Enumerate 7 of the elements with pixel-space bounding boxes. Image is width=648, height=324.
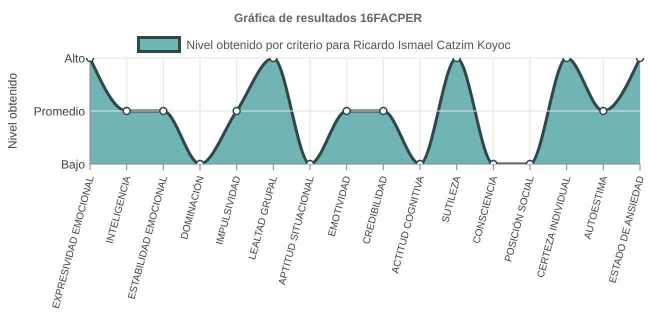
chart-title: Gráfica de resultados 16FACPER — [232, 10, 424, 27]
text: Alto — [64, 51, 86, 66]
y-axis-title: Nivel obtenido — [5, 72, 20, 150]
legend-label: Nivel obtenido por criterio para Ricardo Ismael Catzim Koyoc — [185, 36, 511, 53]
text: Promedio — [34, 104, 86, 118]
text: Bajo — [60, 157, 86, 172]
x-tick-label: LEALTAD GRUPAL — [247, 174, 280, 262]
